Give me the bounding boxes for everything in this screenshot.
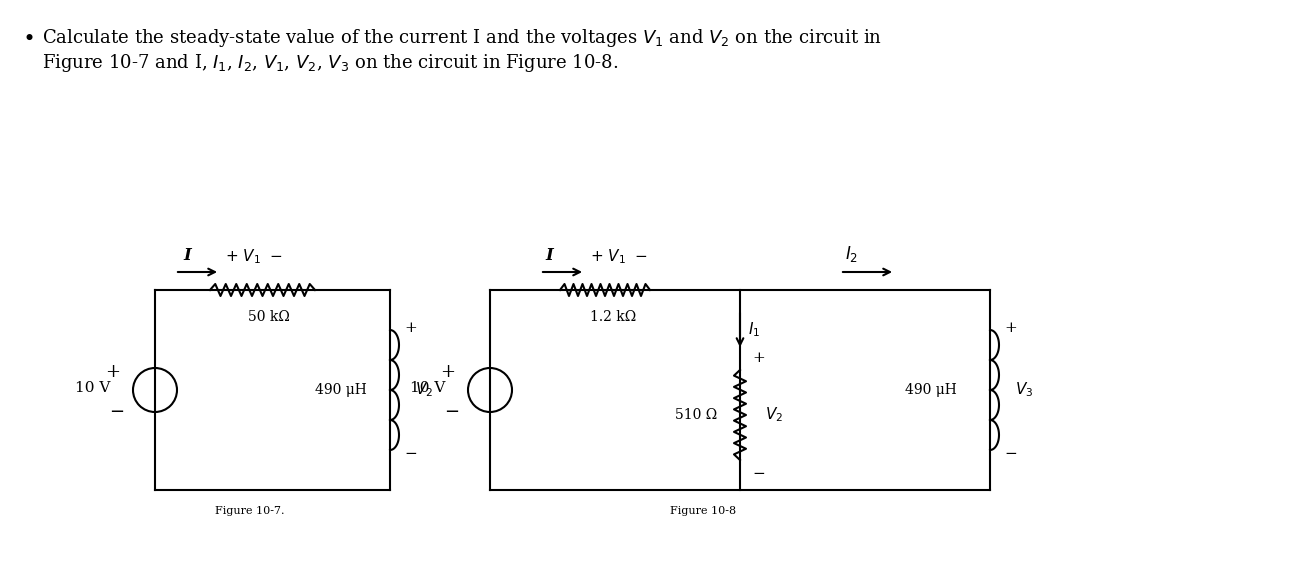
Text: $-$: $-$: [1004, 445, 1018, 459]
Text: Figure 10-7.: Figure 10-7.: [215, 506, 285, 516]
Text: +: +: [440, 363, 456, 381]
Text: 490 μH: 490 μH: [315, 383, 366, 397]
Text: $-$: $-$: [109, 401, 125, 419]
Text: $V_2$: $V_2$: [415, 381, 433, 399]
Text: Figure 10-8: Figure 10-8: [670, 506, 737, 516]
Text: +: +: [105, 363, 119, 381]
Text: I: I: [183, 247, 190, 264]
Text: $+$ $V_1$  $-$: $+$ $V_1$ $-$: [225, 247, 284, 266]
Text: 10 V: 10 V: [75, 381, 110, 395]
Text: 10 V: 10 V: [410, 381, 445, 395]
Text: +: +: [404, 321, 416, 335]
Text: +: +: [752, 351, 764, 365]
Text: $-$: $-$: [404, 445, 418, 459]
Text: Calculate the steady-state value of the current I and the voltages $V_1$ and $V_: Calculate the steady-state value of the …: [42, 27, 882, 49]
Text: $\bullet$: $\bullet$: [22, 28, 34, 47]
Text: $I_2$: $I_2$: [846, 244, 859, 264]
Text: $-$: $-$: [752, 465, 765, 479]
Text: $V_2$: $V_2$: [765, 406, 783, 424]
Text: $I_1$: $I_1$: [748, 321, 760, 340]
Text: Figure 10-7 and I, $I_1$, $I_2$, $V_1$, $V_2$, $V_3$ on the circuit in Figure 10: Figure 10-7 and I, $I_1$, $I_2$, $V_1$, …: [42, 52, 618, 74]
Text: 510 Ω: 510 Ω: [675, 408, 717, 422]
Text: 50 kΩ: 50 kΩ: [247, 310, 289, 324]
Text: I: I: [545, 247, 553, 264]
Text: $-$: $-$: [444, 401, 460, 419]
Text: 1.2 kΩ: 1.2 kΩ: [590, 310, 637, 324]
Text: $V_3$: $V_3$: [1015, 381, 1033, 399]
Text: $+$ $V_1$  $-$: $+$ $V_1$ $-$: [590, 247, 649, 266]
Text: 490 μH: 490 μH: [905, 383, 957, 397]
Text: +: +: [1004, 321, 1016, 335]
